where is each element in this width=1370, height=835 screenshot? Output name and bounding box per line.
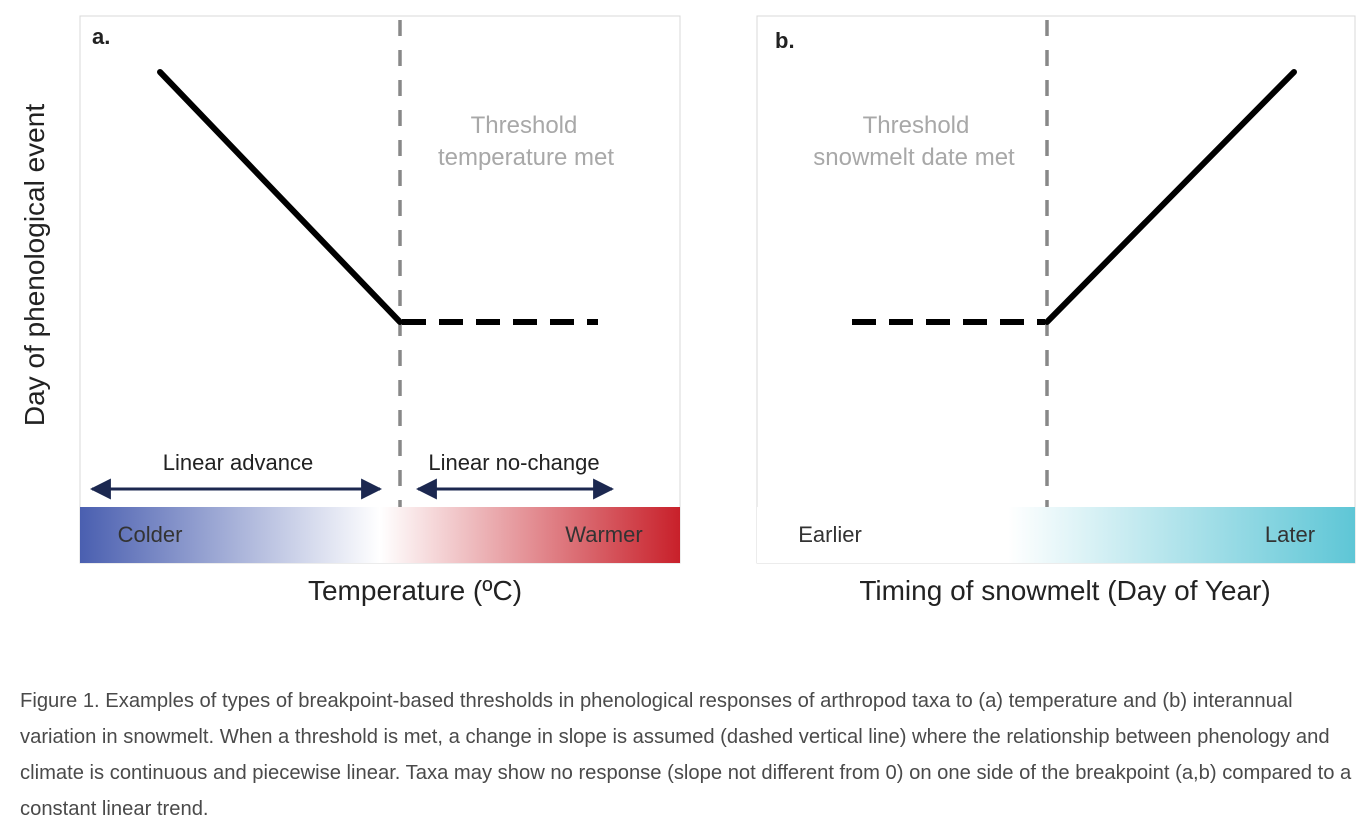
threshold-text-a-line1: Threshold <box>471 112 578 139</box>
figure-canvas: a. Day of phenological event Threshold t… <box>19 15 1356 606</box>
bar-label-warmer: Warmer <box>565 522 642 547</box>
panel-b-label: b. <box>775 28 795 53</box>
figure-caption: Figure 1. Examples of types of breakpoin… <box>20 690 1352 820</box>
bar-label-earlier: Earlier <box>798 522 862 547</box>
range-label-left-a: Linear advance <box>163 450 313 475</box>
snowmelt-gradient-bar <box>757 507 1355 563</box>
temperature-gradient-bar <box>80 507 680 563</box>
y-axis-label: Day of phenological event <box>19 104 50 426</box>
panel-a-label: a. <box>92 24 110 49</box>
bar-label-colder: Colder <box>118 522 183 547</box>
panel-a-frame <box>79 15 681 564</box>
panel-a: a. Day of phenological event Threshold t… <box>19 15 681 606</box>
x-axis-label-a: Temperature (ºC) <box>308 575 522 606</box>
x-axis-label-b: Timing of snowmelt (Day of Year) <box>859 575 1270 606</box>
response-line-sloped-b <box>1044 69 1297 325</box>
threshold-text-a-line2: temperature met <box>438 144 614 171</box>
bar-label-later: Later <box>1265 522 1315 547</box>
figure: a. Day of phenological event Threshold t… <box>19 15 1356 606</box>
threshold-text-b-line2: snowmelt date met <box>813 144 1015 171</box>
response-line-sloped-a <box>157 69 403 325</box>
range-label-right-a: Linear no-change <box>428 450 599 475</box>
panel-b: b. Threshold snowmelt date met Earlier L… <box>756 15 1356 606</box>
threshold-text-b-line1: Threshold <box>863 112 970 139</box>
